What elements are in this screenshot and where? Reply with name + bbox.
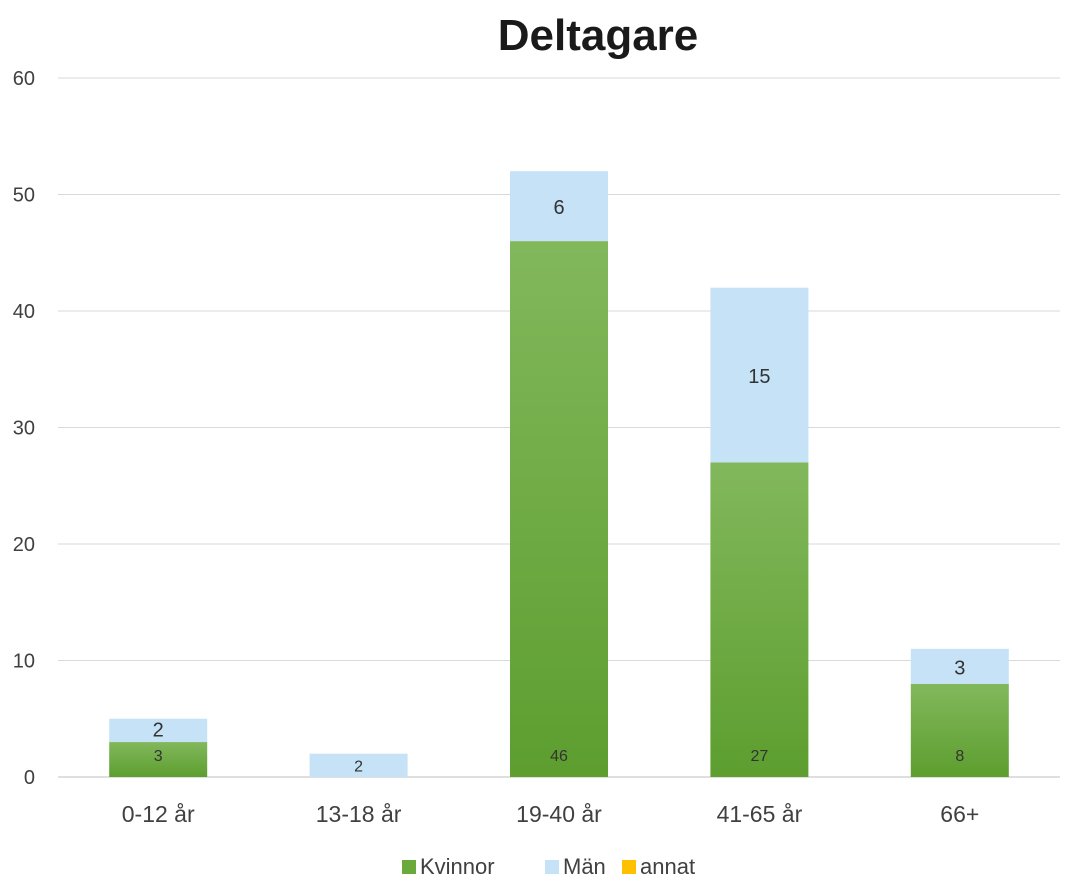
- x-tick-label: 19-40 år: [516, 801, 602, 827]
- data-label-man: 6: [553, 197, 564, 219]
- legend-swatch: [545, 860, 559, 874]
- bar-man: [109, 718, 208, 743]
- data-label-man: 2: [153, 719, 164, 741]
- data-labels: 3 2 2 46 6 27 15 8 3: [153, 197, 966, 775]
- x-axis-ticks: 0-12 år 13-18 år 19-40 år 41-65 år 66+: [122, 801, 980, 827]
- data-label-man: 3: [954, 657, 965, 679]
- legend-label: Män: [563, 854, 606, 879]
- legend-swatch: [622, 860, 636, 874]
- y-tick-label: 40: [13, 301, 35, 323]
- data-label-kvinnor: 8: [955, 748, 964, 765]
- data-label-kvinnor: 46: [550, 748, 568, 765]
- data-label-kvinnor: 27: [751, 748, 769, 765]
- x-tick-label: 13-18 år: [316, 801, 402, 827]
- bar-kvinnor: [910, 683, 1009, 777]
- bar-man: [510, 171, 608, 242]
- chart-title: Deltagare: [498, 11, 699, 60]
- bar-man: [309, 753, 408, 777]
- legend-label: Kvinnor: [420, 854, 495, 879]
- x-tick-label: 41-65 år: [717, 801, 803, 827]
- y-tick-label: 30: [13, 418, 35, 440]
- x-tick-label: 66+: [940, 801, 979, 827]
- bars: [109, 171, 1009, 778]
- y-tick-label: 20: [13, 534, 35, 556]
- y-tick-label: 50: [13, 185, 35, 207]
- data-label-man: 15: [748, 366, 770, 388]
- data-label-kvinnor: 3: [154, 748, 163, 765]
- legend-label: annat: [640, 854, 695, 879]
- legend: Kvinnor Män annat: [402, 854, 695, 879]
- bar-kvinnor: [510, 241, 608, 778]
- x-tick-label: 0-12 år: [122, 801, 195, 827]
- y-tick-label: 60: [13, 68, 35, 90]
- bar-man: [910, 648, 1009, 684]
- bar-kvinnor: [710, 462, 809, 777]
- bar-man: [710, 287, 809, 463]
- legend-swatch: [402, 860, 416, 874]
- bar-kvinnor: [109, 742, 208, 777]
- y-tick-label: 0: [24, 767, 35, 789]
- y-tick-label: 10: [13, 651, 35, 673]
- data-label-man: 2: [354, 758, 363, 775]
- y-axis-ticks: 0 10 20 30 40 50 60: [13, 68, 35, 789]
